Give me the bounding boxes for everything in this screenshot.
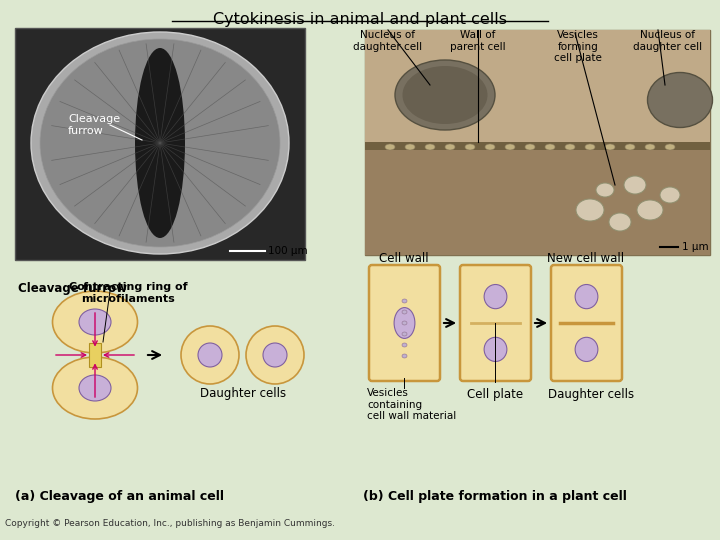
Ellipse shape xyxy=(79,375,111,401)
Ellipse shape xyxy=(576,199,604,221)
Ellipse shape xyxy=(79,309,111,335)
Ellipse shape xyxy=(135,48,185,238)
Text: New cell wall: New cell wall xyxy=(547,252,624,265)
Ellipse shape xyxy=(637,200,663,220)
Text: Cell plate: Cell plate xyxy=(467,388,523,401)
FancyBboxPatch shape xyxy=(365,150,710,255)
Ellipse shape xyxy=(596,183,614,197)
Text: Wall of
parent cell: Wall of parent cell xyxy=(450,30,506,52)
FancyBboxPatch shape xyxy=(460,265,531,381)
Text: Contracting ring of
microfilaments: Contracting ring of microfilaments xyxy=(68,282,187,303)
Ellipse shape xyxy=(425,144,435,150)
Ellipse shape xyxy=(605,144,615,150)
Text: 1 μm: 1 μm xyxy=(682,242,708,252)
Text: Vesicles
containing
cell wall material: Vesicles containing cell wall material xyxy=(367,388,456,421)
Ellipse shape xyxy=(665,144,675,150)
FancyBboxPatch shape xyxy=(365,30,710,142)
Ellipse shape xyxy=(402,343,407,347)
Ellipse shape xyxy=(263,343,287,367)
Ellipse shape xyxy=(647,72,713,127)
Ellipse shape xyxy=(402,321,407,325)
FancyBboxPatch shape xyxy=(15,28,305,260)
Ellipse shape xyxy=(645,144,655,150)
Text: Cell wall: Cell wall xyxy=(379,252,429,265)
Ellipse shape xyxy=(394,308,415,339)
Text: Vesicles
forming
cell plate: Vesicles forming cell plate xyxy=(554,30,602,63)
Ellipse shape xyxy=(525,144,535,150)
Ellipse shape xyxy=(609,213,631,231)
Ellipse shape xyxy=(402,310,407,314)
Ellipse shape xyxy=(445,144,455,150)
FancyBboxPatch shape xyxy=(365,142,710,150)
Ellipse shape xyxy=(402,299,407,303)
Text: 100 μm: 100 μm xyxy=(268,246,307,256)
Ellipse shape xyxy=(484,338,507,361)
Text: Cleavage furrow: Cleavage furrow xyxy=(18,282,127,295)
Ellipse shape xyxy=(181,326,239,384)
Ellipse shape xyxy=(53,291,138,353)
Text: Daughter cells: Daughter cells xyxy=(548,388,634,401)
FancyBboxPatch shape xyxy=(551,265,622,381)
Ellipse shape xyxy=(505,144,515,150)
Ellipse shape xyxy=(575,338,598,361)
Text: Cytokinesis in animal and plant cells: Cytokinesis in animal and plant cells xyxy=(213,12,507,27)
Ellipse shape xyxy=(485,144,495,150)
Text: (a) Cleavage of an animal cell: (a) Cleavage of an animal cell xyxy=(15,490,224,503)
Ellipse shape xyxy=(402,66,487,124)
Ellipse shape xyxy=(395,60,495,130)
Ellipse shape xyxy=(660,187,680,203)
Ellipse shape xyxy=(624,176,646,194)
Ellipse shape xyxy=(545,144,555,150)
Polygon shape xyxy=(89,343,101,367)
Text: Nucleus of
daughter cell: Nucleus of daughter cell xyxy=(634,30,703,52)
Ellipse shape xyxy=(575,285,598,309)
Ellipse shape xyxy=(31,32,289,254)
Ellipse shape xyxy=(53,357,138,419)
Text: (b) Cell plate formation in a plant cell: (b) Cell plate formation in a plant cell xyxy=(363,490,627,503)
Text: Nucleus of
daughter cell: Nucleus of daughter cell xyxy=(354,30,423,52)
Text: Daughter cells: Daughter cells xyxy=(200,387,286,400)
Text: Copyright © Pearson Education, Inc., publishing as Benjamin Cummings.: Copyright © Pearson Education, Inc., pub… xyxy=(5,519,335,528)
Ellipse shape xyxy=(402,354,407,358)
Ellipse shape xyxy=(625,144,635,150)
Ellipse shape xyxy=(585,144,595,150)
Ellipse shape xyxy=(565,144,575,150)
Ellipse shape xyxy=(465,144,475,150)
Ellipse shape xyxy=(385,144,395,150)
Ellipse shape xyxy=(198,343,222,367)
Ellipse shape xyxy=(405,144,415,150)
FancyBboxPatch shape xyxy=(369,265,440,381)
Ellipse shape xyxy=(484,285,507,309)
Text: Cleavage
furrow: Cleavage furrow xyxy=(68,114,120,136)
Ellipse shape xyxy=(246,326,304,384)
Ellipse shape xyxy=(40,39,280,247)
Ellipse shape xyxy=(402,332,407,336)
FancyBboxPatch shape xyxy=(365,30,710,255)
